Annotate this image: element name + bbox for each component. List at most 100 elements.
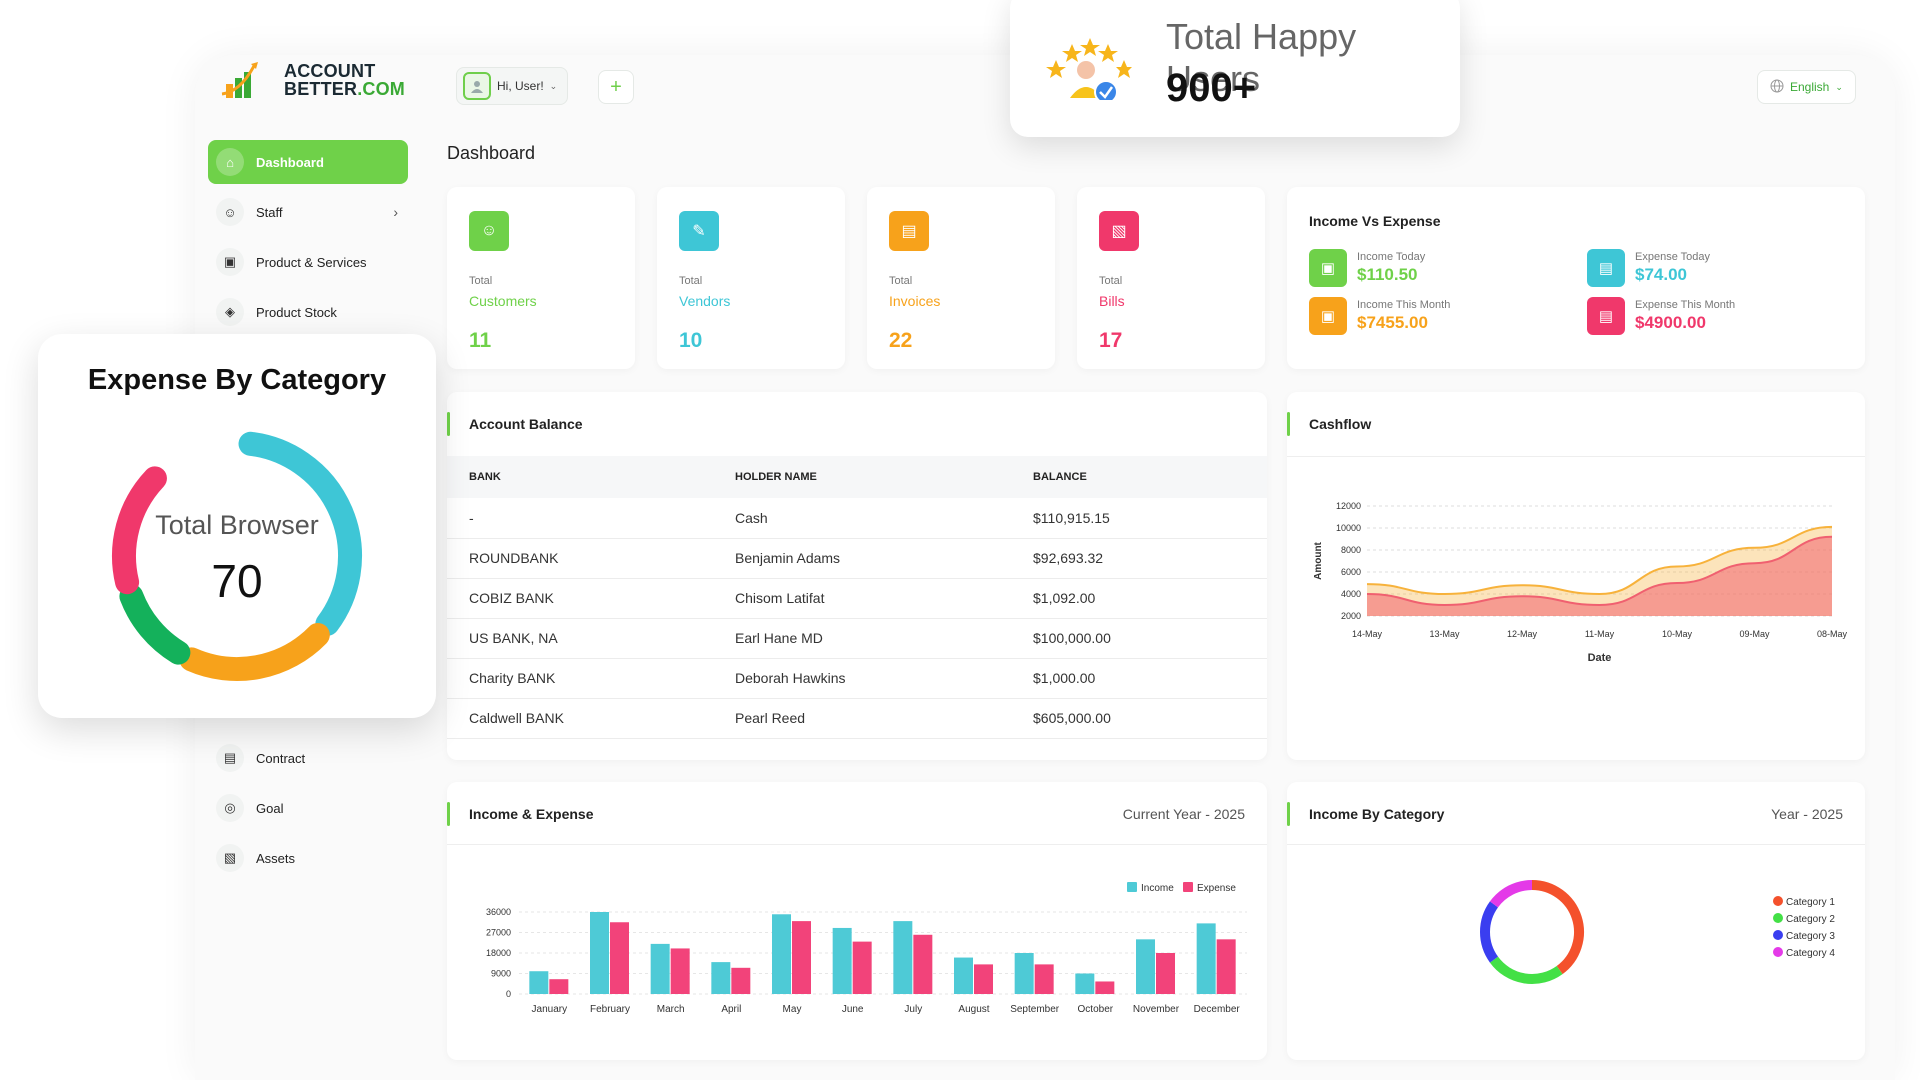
sidebar-item-staff[interactable]: ☺ Staff › — [208, 190, 408, 234]
legend-swatch — [1773, 896, 1783, 906]
sidebar-item-product-services[interactable]: ▣ Product & Services — [208, 240, 408, 284]
table-cell: - — [447, 498, 713, 539]
income-vs-expense-title: Income Vs Expense — [1309, 213, 1441, 229]
y-tick-label: 27000 — [486, 928, 511, 938]
user-menu-button[interactable]: Hi, User! ⌄ — [456, 67, 569, 105]
add-button[interactable]: + — [598, 70, 634, 104]
x-tick-label: June — [842, 1004, 864, 1015]
table-cell: Benjamin Adams — [713, 538, 1011, 579]
avatar — [463, 72, 491, 100]
table-row: Charity BANK Deborah Hawkins $1,000.00 — [447, 658, 1267, 699]
stat-label: Bills — [1099, 293, 1125, 309]
table-cell: Deborah Hawkins — [713, 658, 1011, 699]
bar-expense — [731, 967, 751, 994]
table-cell: $100,000.00 — [1011, 618, 1267, 659]
donut-center-value: 70 — [211, 555, 263, 607]
bar-income — [954, 957, 973, 994]
y-tick-label: 12000 — [1336, 501, 1361, 511]
slice — [238, 431, 362, 636]
contract-icon: ▤ — [216, 744, 244, 772]
sidebar-item-contract[interactable]: ▤ Contract — [208, 736, 408, 780]
income-by-category-title: Income By Category — [1309, 806, 1445, 822]
cashflow-title: Cashflow — [1309, 416, 1372, 432]
legend-swatch — [1773, 913, 1783, 923]
stat-sub: Total — [469, 275, 493, 287]
sidebar-item-dashboard[interactable]: ⌂ Dashboard — [208, 140, 408, 184]
table-cell: Caldwell BANK — [447, 698, 713, 739]
x-tick-label: 14-May — [1352, 629, 1383, 639]
stat-value: 10 — [679, 329, 703, 352]
language-label: English — [1790, 80, 1830, 94]
column-header: BALANCE — [1011, 456, 1267, 498]
bar-expense — [610, 922, 629, 994]
bar-expense — [1095, 981, 1115, 994]
sidebar-item-assets[interactable]: ▧ Assets — [208, 836, 408, 880]
series-line — [1366, 525, 1833, 596]
table-row: - Cash $110,915.15 — [447, 498, 1267, 539]
income-expense-period: Current Year - 2025 — [1122, 806, 1245, 822]
table-cell: COBIZ BANK — [447, 578, 713, 619]
bar-income — [1014, 953, 1034, 994]
logo-line2b: .COM — [357, 79, 405, 99]
bar-expense — [852, 941, 872, 994]
y-axis-label: Amount — [1313, 541, 1324, 579]
bar-expense — [792, 921, 811, 994]
bar-income — [650, 943, 670, 994]
section-accent — [1287, 412, 1290, 436]
slice — [1489, 956, 1563, 984]
income-by-category-period: Year - 2025 — [1771, 806, 1843, 822]
table-cell: $92,693.32 — [1011, 538, 1267, 579]
divider — [447, 844, 1267, 845]
account-balance-title: Account Balance — [469, 416, 583, 432]
table-cell: $1,000.00 — [1011, 658, 1267, 699]
logo-line2a: BETTER — [284, 79, 358, 99]
stat-card-vendors[interactable]: ✎ Total Vendors 10 — [657, 187, 845, 369]
chevron-down-icon: ⌄ — [1835, 81, 1843, 92]
document-icon: ▤ — [1587, 297, 1625, 335]
legend-swatch — [1773, 947, 1783, 957]
table-cell: Charity BANK — [447, 658, 713, 699]
wallet-icon: ▣ — [1309, 249, 1347, 287]
stat-label: Invoices — [889, 293, 941, 309]
legend-swatch — [1127, 882, 1137, 892]
account-balance-card: Account Balance BANK HOLDER NAME BALANCE… — [447, 392, 1267, 760]
logo-line1: ACCOUNT — [284, 61, 376, 81]
sidebar-item-product-stock[interactable]: ◈ Product Stock — [208, 290, 408, 334]
bar-expense — [670, 948, 690, 994]
x-tick-label: 10-May — [1662, 629, 1693, 639]
document-icon: ▤ — [889, 211, 929, 251]
bar-income — [772, 914, 791, 994]
cashflow-chart: 2000 4000 6000 8000 10000 12000 14-May 13-May 12… — [1313, 501, 1848, 664]
income-today: ▣ Income Today $110.50 — [1309, 249, 1425, 287]
stat-card-bills[interactable]: ▧ Total Bills 17 — [1077, 187, 1265, 369]
globe-icon — [1770, 79, 1784, 96]
stat-sub: Total — [679, 275, 703, 287]
table-row: COBIZ BANK Chisom Latifat $1,092.00 — [447, 578, 1267, 619]
sidebar: ⌂ Dashboard ☺ Staff › ▣ Product & Servic… — [208, 140, 408, 340]
sidebar-item-goal[interactable]: ◎ Goal — [208, 786, 408, 830]
stat-value: 11 — [469, 329, 492, 352]
table-row: Caldwell BANK Pearl Reed $605,000.00 — [447, 698, 1267, 739]
legend-label: Category 1 — [1786, 897, 1835, 908]
x-tick-label: October — [1078, 1004, 1114, 1015]
language-select[interactable]: English ⌄ — [1757, 70, 1856, 104]
sidebar-item-label: Staff — [256, 204, 283, 220]
x-axis-label: Date — [1588, 652, 1612, 664]
legend-swatch — [1773, 930, 1783, 940]
sidebar-item-label: Assets — [256, 850, 296, 866]
stat-card-invoices[interactable]: ▤ Total Invoices 22 — [867, 187, 1055, 369]
chevron-right-icon: › — [393, 204, 398, 220]
logo[interactable]: ACCOUNT BETTER.COM — [220, 58, 405, 102]
bar-income — [1075, 973, 1095, 994]
slice — [179, 622, 330, 681]
ive-value: $110.50 — [1357, 265, 1418, 284]
y-tick-label: 0 — [506, 989, 511, 999]
table-cell: Earl Hane MD — [713, 618, 1011, 659]
x-tick-label: 11-May — [1585, 629, 1615, 639]
stat-card-customers[interactable]: ☺ Total Customers 11 — [447, 187, 635, 369]
x-tick-label: December — [1194, 1004, 1241, 1015]
y-tick-label: 4000 — [1341, 589, 1361, 599]
table-cell: Pearl Reed — [713, 698, 1011, 739]
table-cell: $110,915.15 — [1011, 498, 1267, 539]
users-icon: ☺ — [216, 198, 244, 226]
